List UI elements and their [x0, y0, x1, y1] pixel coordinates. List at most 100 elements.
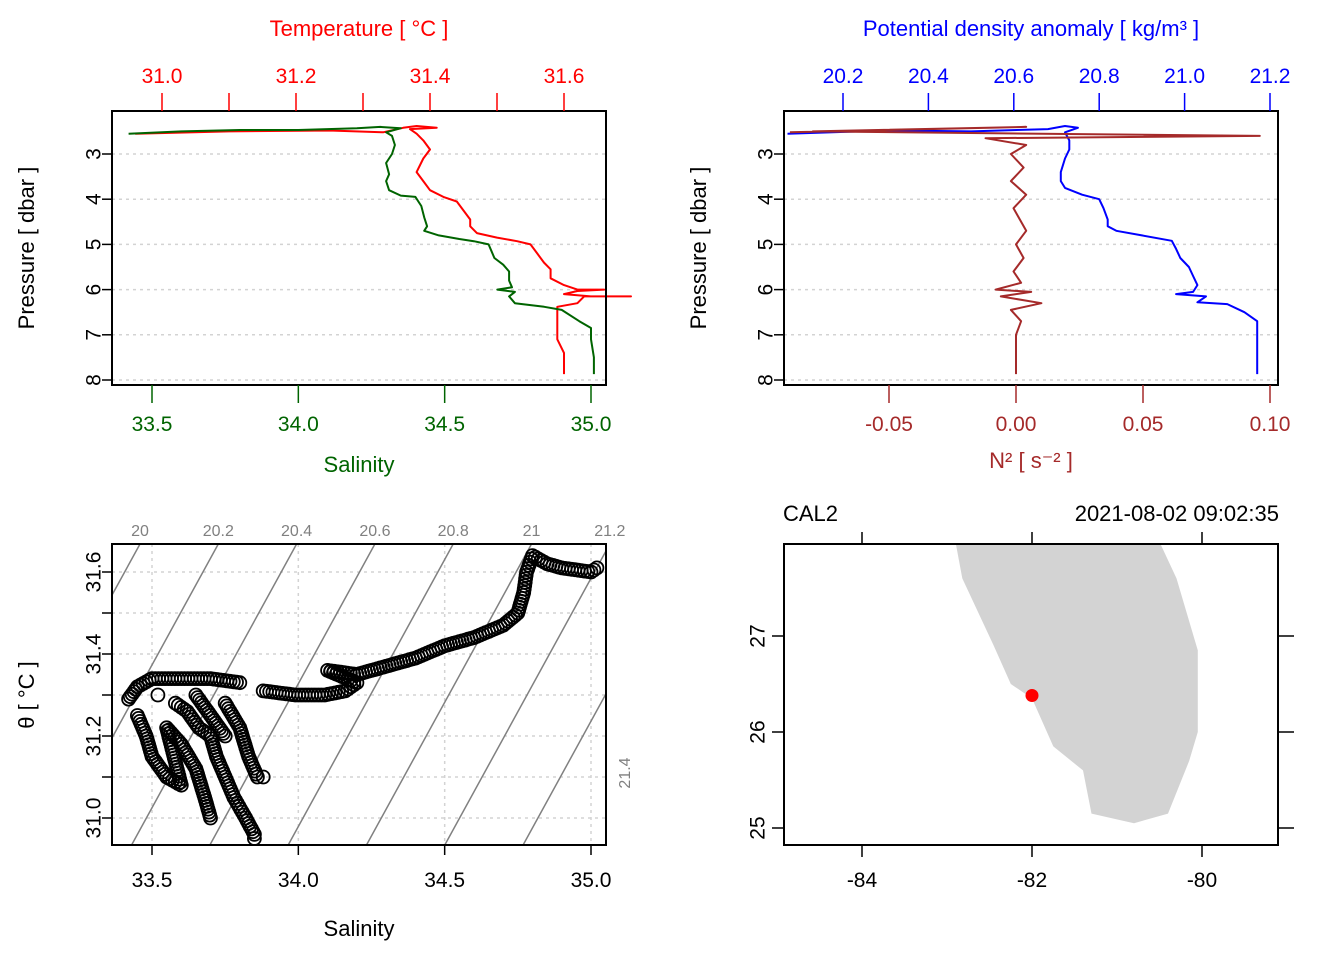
- top-axis-tick-label: 20.8: [1079, 65, 1120, 88]
- ts-diagram-panel: 33.5 34.0 34.5 35.0 31.0 31.2 31.4 31.6 20 20.2 20…: [14, 523, 635, 941]
- ts-diagram-axes: 33.5 34.0 34.5 35.0 31.0 31.2 31.4 31.6 20 20.2 20…: [83, 523, 635, 892]
- theta-axis-title: θ [ °C ]: [14, 661, 39, 728]
- top-axis-tick-label: 31.6: [544, 65, 585, 88]
- ts-salinity-axis-title: Salinity: [324, 916, 395, 941]
- pressure-tick-label: 8: [755, 374, 778, 386]
- salinity-axis-title: Salinity: [324, 452, 395, 477]
- map-axes: -84 -82 -80 25 26 27: [747, 532, 1294, 892]
- ts-point: [246, 827, 262, 842]
- series-line-n2: [789, 125, 1261, 375]
- station-name-label: CAL2: [783, 501, 838, 526]
- theta-tick-label: 31.6: [83, 552, 106, 593]
- ts-profile-frame: [111, 110, 607, 386]
- longitude-tick-label: -84: [847, 869, 878, 892]
- longitude-tick-label: -82: [1017, 869, 1047, 892]
- pressure-tick-label: 7: [83, 329, 106, 341]
- longitude-tick-label: -80: [1187, 869, 1217, 892]
- isopycnal-label: 20.2: [203, 523, 234, 540]
- ts-point: [589, 560, 605, 576]
- top-axis-tick-label: 21.0: [1164, 65, 1205, 88]
- isopycnal-label: 20.4: [281, 523, 312, 540]
- ts-point: [249, 769, 265, 785]
- isopycnal-label: 20.6: [359, 523, 390, 540]
- ts-profile-grid: [112, 153, 606, 381]
- land-polygon: [955, 544, 1198, 824]
- pressure-tick-label: 3: [755, 148, 778, 160]
- series-line-salinity: [128, 125, 595, 375]
- coastline: [955, 544, 1198, 824]
- ts-profile-panel: 3 4 5 6 7 8 31.0 31.2 31.4 31.6 33.5 34.0 34.5 35.0 T…: [14, 16, 632, 477]
- bottom-axis-tick-label: -0.05: [865, 413, 913, 436]
- pressure-tick-label: 7: [755, 329, 778, 341]
- ts-point: [232, 675, 248, 691]
- isopycnal-label: 20.8: [438, 523, 469, 540]
- series-line-potential-density-anomaly: [787, 125, 1259, 375]
- ts-diagram-grid: [112, 544, 606, 845]
- ts-point: [247, 831, 262, 845]
- pressure-axis-title-2: Pressure [ dbar ]: [686, 167, 711, 330]
- isopycnal-label: 21.2: [594, 523, 625, 540]
- density-n2-panel: 3 4 5 6 7 8 20.2 20.4 20.6 20.8 21.0 21.2 -0.05 0.00 0…: [686, 16, 1290, 473]
- theta-tick-label: 31.0: [83, 798, 106, 839]
- density-n2-axes: 3 4 5 6 7 8 20.2 20.4 20.6 20.8 21.0 21.2 -0.05 0.00 0…: [755, 65, 1291, 436]
- pressure-tick-label: 4: [83, 193, 106, 205]
- pressure-axis-title: Pressure [ dbar ]: [14, 167, 39, 330]
- ts-point: [586, 562, 602, 578]
- bottom-axis-tick-label: 0.05: [1123, 413, 1164, 436]
- isopycnal-line: [365, 544, 533, 845]
- pressure-tick-label: 8: [83, 374, 106, 386]
- top-axis-tick-label: 31.2: [276, 65, 317, 88]
- density-n2-grid: [784, 153, 1278, 381]
- isopycnal-label: 21.4: [617, 757, 634, 788]
- bottom-axis-tick-label: 0.10: [1250, 413, 1291, 436]
- pressure-tick-label: 6: [755, 284, 778, 296]
- ts-profile-series: [128, 125, 632, 375]
- isopycnal-line: [130, 544, 298, 845]
- pressure-tick-label: 3: [83, 148, 106, 160]
- top-axis-tick-label: 20.4: [908, 65, 949, 88]
- bottom-axis-tick-label: 35.0: [571, 413, 612, 436]
- isopycnal-line: [287, 544, 454, 845]
- ts-diagram-points: [121, 548, 605, 845]
- salinity-tick-label: 34.5: [424, 869, 465, 892]
- ts-profile-axes: 3 4 5 6 7 8 31.0 31.2 31.4 31.6 33.5 34.0 34.5 35.0: [83, 65, 612, 436]
- top-axis-tick-label: 31.4: [410, 65, 451, 88]
- series-line-temperature: [135, 125, 632, 375]
- density-n2-frame: [783, 110, 1279, 386]
- density-axis-title-text: Potential density anomaly [ kg/m³ ]: [863, 16, 1199, 41]
- station-time-label: 2021-08-02 09:02:35: [1075, 501, 1279, 526]
- pressure-tick-label: 5: [755, 239, 778, 251]
- bottom-axis-tick-label: 34.5: [424, 413, 465, 436]
- pressure-tick-label: 4: [755, 193, 778, 205]
- pressure-tick-label: 5: [83, 239, 106, 251]
- top-axis-tick-label: 20.2: [823, 65, 864, 88]
- latitude-tick-label: 27: [747, 624, 770, 647]
- bottom-axis-tick-label: 33.5: [132, 413, 173, 436]
- density-n2-series: [787, 125, 1261, 375]
- ts-point: [150, 687, 166, 703]
- temperature-axis-title: Temperature [ °C ]: [270, 16, 449, 41]
- theta-tick-label: 31.2: [83, 716, 106, 757]
- ts-point: [203, 810, 218, 826]
- salinity-tick-label: 33.5: [132, 869, 173, 892]
- density-axis-title: Potential density anomaly [ kg/m³ ]: [863, 16, 1199, 41]
- top-axis-tick-label: 20.6: [993, 65, 1034, 88]
- isopycnal-label: 20: [131, 523, 149, 540]
- ts-point: [217, 728, 233, 744]
- ts-point: [255, 769, 271, 785]
- latitude-tick-label: 25: [747, 816, 770, 839]
- map-frame: [783, 543, 1279, 846]
- ts-point: [215, 726, 231, 741]
- latitude-tick-label: 26: [747, 720, 770, 743]
- theta-tick-label: 31.4: [83, 633, 106, 674]
- isopycnal-line: [444, 549, 606, 845]
- bottom-axis-tick-label: 0.00: [996, 413, 1037, 436]
- top-axis-tick-label: 21.2: [1250, 65, 1291, 88]
- isopycnal-label: 21: [523, 523, 541, 540]
- salinity-tick-label: 35.0: [571, 869, 612, 892]
- n2-axis-title: N² [ s⁻² ]: [989, 448, 1073, 473]
- top-axis-tick-label: 31.0: [142, 65, 183, 88]
- bottom-axis-tick-label: 34.0: [278, 413, 319, 436]
- station-marker-layer: [1025, 689, 1039, 703]
